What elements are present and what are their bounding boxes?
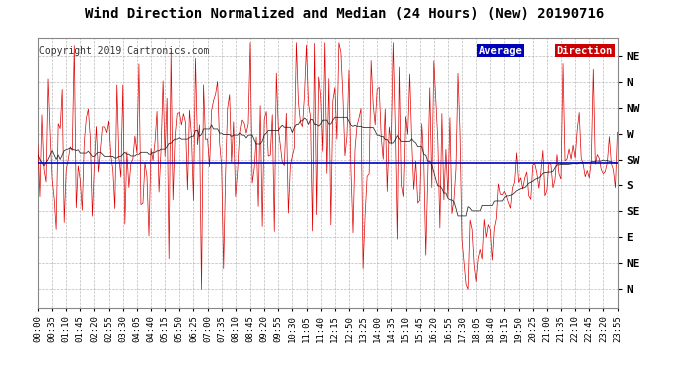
- Text: Wind Direction Normalized and Median (24 Hours) (New) 20190716: Wind Direction Normalized and Median (24…: [86, 8, 604, 21]
- Text: Average: Average: [478, 46, 522, 56]
- Text: Copyright 2019 Cartronics.com: Copyright 2019 Cartronics.com: [39, 46, 210, 56]
- Text: Direction: Direction: [557, 46, 613, 56]
